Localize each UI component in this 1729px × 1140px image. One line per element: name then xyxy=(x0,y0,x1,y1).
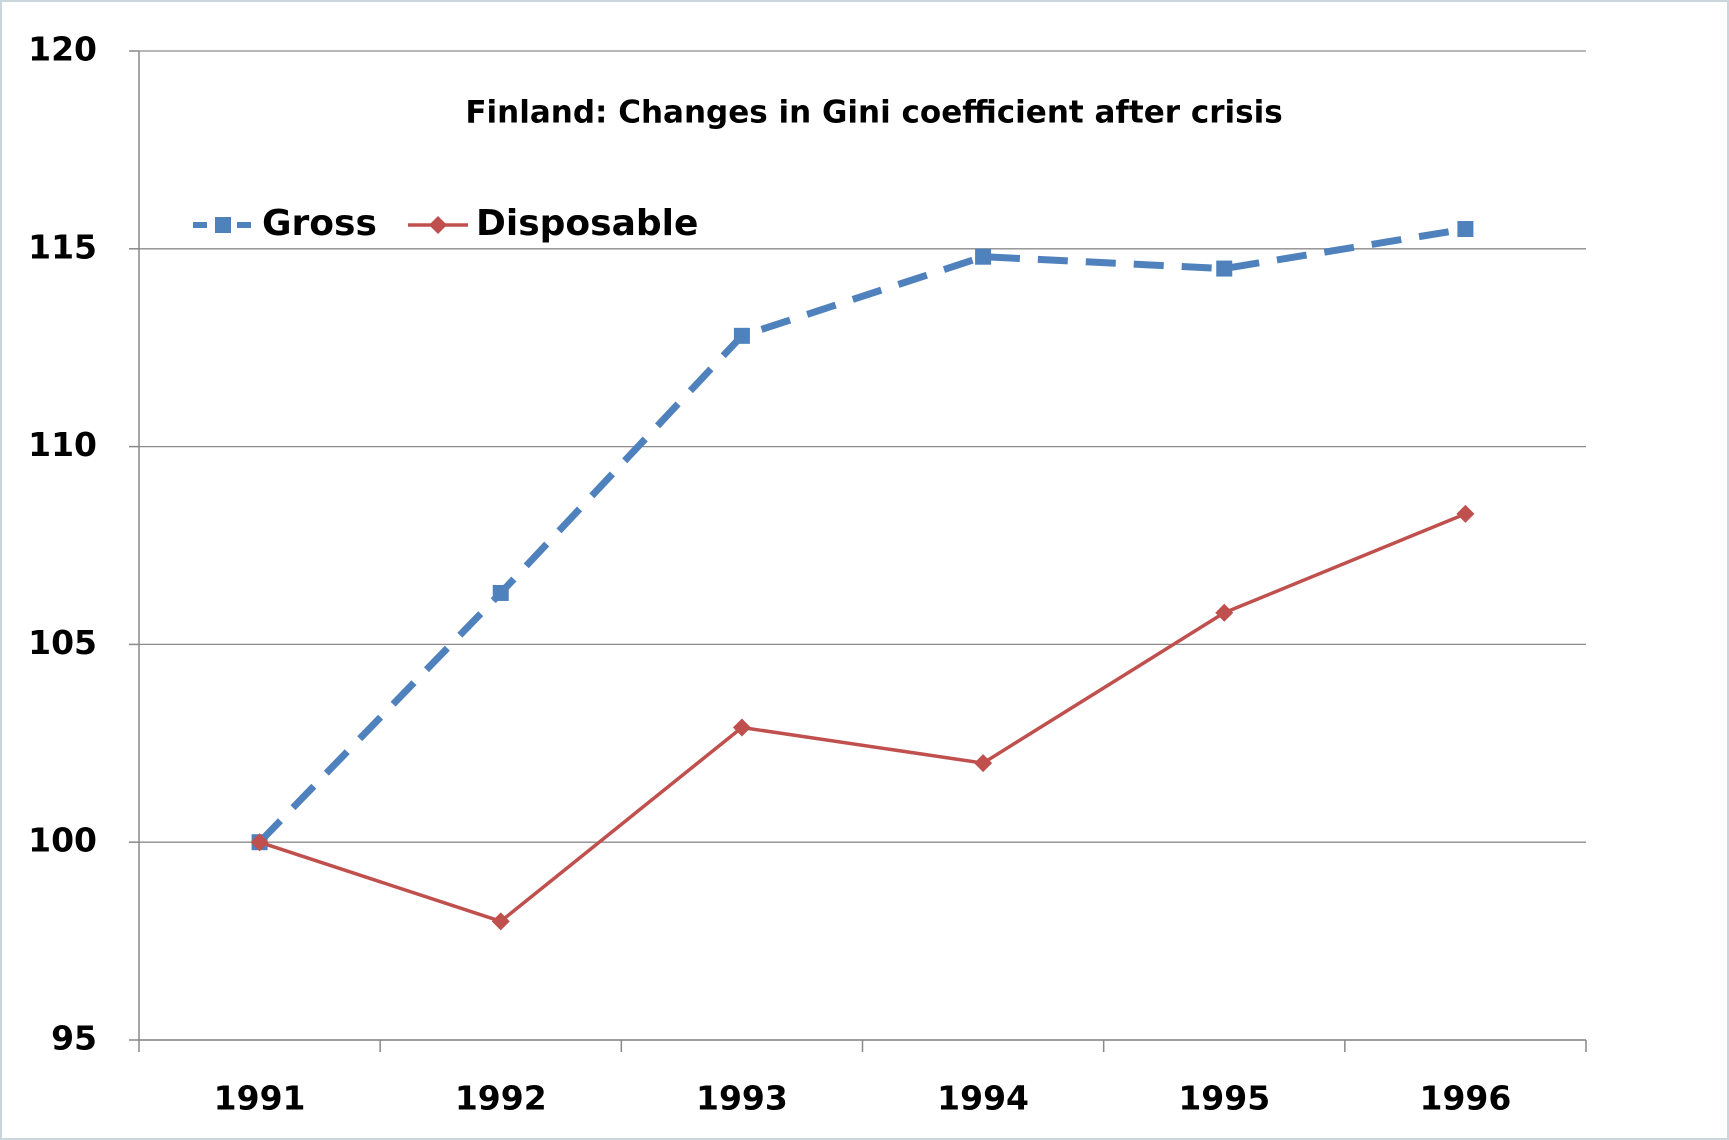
data-point xyxy=(1457,221,1474,238)
y-tick-label: 110 xyxy=(28,425,97,464)
y-tick-label: 120 xyxy=(28,30,97,69)
y-tick-label: 100 xyxy=(28,821,97,860)
x-tick-label: 1991 xyxy=(214,1079,306,1118)
y-tick-label: 105 xyxy=(28,623,97,662)
legend-marker xyxy=(215,217,231,233)
chart-title: Finland: Changes in Gini coefficient aft… xyxy=(465,95,1282,131)
data-point xyxy=(732,718,751,737)
data-point xyxy=(1216,260,1233,277)
x-tick-label: 1994 xyxy=(937,1079,1029,1118)
data-point xyxy=(1456,504,1475,523)
x-tick-label: 1995 xyxy=(1178,1079,1270,1118)
y-tick-label: 95 xyxy=(51,1019,97,1058)
legend-marker xyxy=(429,216,447,234)
data-point xyxy=(975,248,992,265)
legend-label: Disposable xyxy=(476,203,698,244)
data-point xyxy=(733,327,750,344)
x-tick-label: 1993 xyxy=(696,1079,788,1118)
x-tick-label: 1996 xyxy=(1419,1079,1511,1118)
data-point xyxy=(491,912,510,931)
data-point xyxy=(1215,603,1234,622)
data-point xyxy=(250,833,269,852)
series-line xyxy=(259,512,1467,924)
y-tick-label: 115 xyxy=(28,227,97,266)
series-line xyxy=(257,225,1466,845)
x-tick-label: 1992 xyxy=(455,1079,547,1118)
data-point xyxy=(492,584,509,601)
data-point xyxy=(974,754,993,773)
legend-label: Gross xyxy=(262,203,377,244)
